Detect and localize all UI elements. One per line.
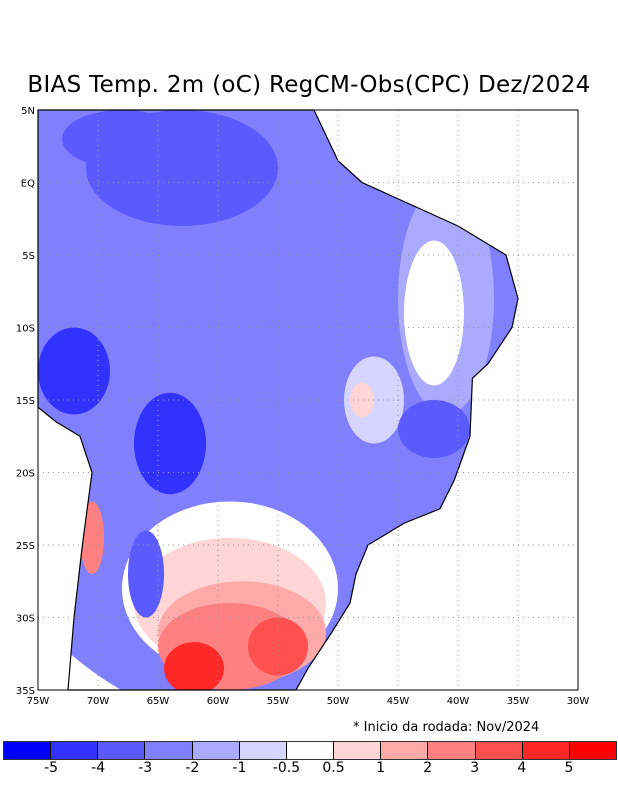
x-tick-label: 70W [87, 696, 110, 707]
x-tick-label: 45W [387, 696, 410, 707]
bias-region [128, 530, 164, 618]
colorbar-swatch [569, 742, 617, 759]
colorbar-label: 2 [423, 760, 433, 776]
x-tick-label: 75W [27, 696, 50, 707]
y-tick-label: 10S [16, 324, 35, 335]
colorbar-label: -4 [91, 760, 106, 776]
coastline [37, 109, 519, 691]
bias-region [350, 382, 374, 418]
y-tick-label: 20S [16, 469, 35, 480]
colorbar-label: -5 [44, 760, 59, 776]
colorbar-swatch [286, 742, 335, 759]
colorbar-label: 0.5 [322, 760, 345, 776]
colorbar [3, 741, 617, 760]
colorbar-swatch [98, 742, 146, 759]
y-tick-label: 35S [16, 686, 35, 697]
y-tick-label: 25S [16, 541, 35, 552]
y-tick-label: 15S [16, 396, 35, 407]
y-tick-label: 30S [16, 614, 35, 625]
colorbar-swatch [334, 742, 382, 759]
x-tick-label: 50W [327, 696, 350, 707]
colorbar-swatch [4, 742, 52, 759]
bias-region [404, 240, 464, 386]
x-tick-label: 60W [207, 696, 230, 707]
bias-region [62, 110, 182, 168]
bias-region [134, 392, 206, 495]
bias-region [164, 642, 224, 690]
x-tick-label: 65W [147, 696, 170, 707]
colorbar-swatch [192, 742, 240, 759]
colorbar-label: -0.5 [272, 760, 301, 776]
x-tick-label: 55W [267, 696, 290, 707]
colorbar-swatch [428, 742, 476, 759]
colorbar-label: -1 [232, 760, 247, 776]
colorbar-swatch [522, 742, 570, 759]
bias-region [398, 400, 470, 458]
colorbar-label: 3 [470, 760, 480, 776]
colorbar-label: 4 [517, 760, 527, 776]
y-tick-label: EQ [21, 179, 35, 190]
y-tick-label: 5S [22, 251, 35, 262]
colorbar-label: -2 [185, 760, 200, 776]
bias-region [38, 327, 110, 415]
y-tick-label: 5N [21, 106, 35, 117]
colorbar-swatch [475, 742, 523, 759]
colorbar-swatch [145, 742, 193, 759]
x-tick-label: 35W [507, 696, 530, 707]
colorbar-label: 5 [564, 760, 574, 776]
chart-title: BIAS Temp. 2m (oC) RegCM-Obs(CPC) Dez/20… [27, 72, 591, 98]
colorbar-label: 1 [376, 760, 386, 776]
x-tick-label: 40W [447, 696, 470, 707]
colorbar-label: -3 [138, 760, 153, 776]
bias-field [38, 110, 518, 690]
x-tick-label: 30W [567, 696, 590, 707]
bias-region [248, 617, 308, 676]
plot-frame [37, 109, 579, 691]
colorbar-swatch [239, 742, 287, 759]
map-plot: 75W 70W 65W 60W 55W 50W 45W 40W 35W 30W 5N EQ 5S 10S 1… [16, 106, 590, 707]
run-start-note: * Inicio da rodada: Nov/2024 [353, 720, 540, 735]
colorbar-swatch [381, 742, 429, 759]
colorbar-swatch [51, 742, 99, 759]
